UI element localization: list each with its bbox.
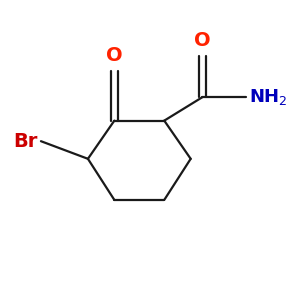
Text: O: O	[194, 31, 211, 50]
Text: NH$_2$: NH$_2$	[249, 87, 288, 107]
Text: Br: Br	[14, 132, 38, 151]
Text: O: O	[106, 46, 123, 65]
